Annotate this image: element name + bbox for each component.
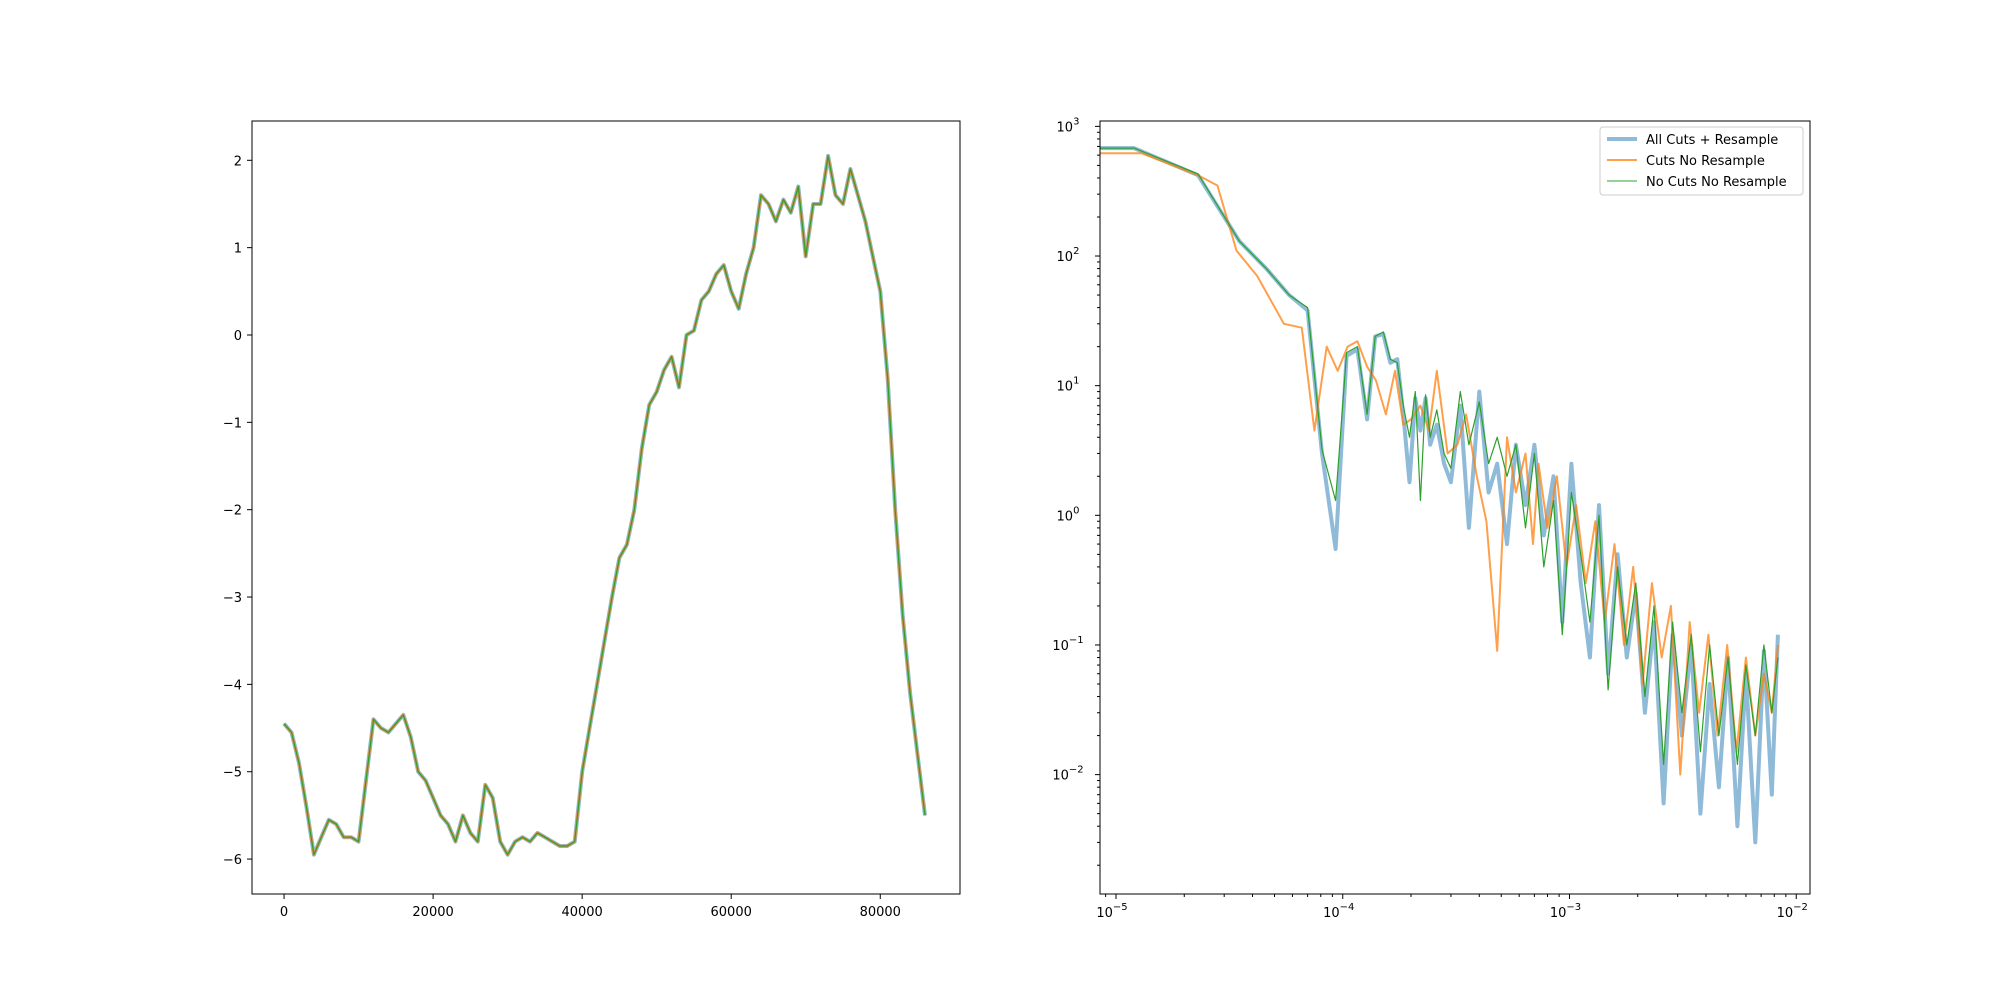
left-plot-area [252,121,960,894]
right-plot-area [1100,121,1810,894]
legend-label-all-cuts-resample: All Cuts + Resample [1646,133,1778,148]
left-x-tick-label: 0 [280,905,288,920]
left-x-tick-label: 80000 [860,905,901,920]
right-y-axis-ticks: 103 102 101 100 10−1 10−2 [1052,116,1100,866]
left-y-tick-label: −1 [223,416,242,431]
left-y-tick-label: −2 [223,504,242,519]
right-y-tick-label: 101 [1057,376,1080,395]
left-y-axis-ticks: 2 1 0 −1 −2 −3 −4 −5 −6 [223,154,252,868]
legend-label-no-cuts-no-resample: No Cuts No Resample [1646,175,1787,190]
legend: All Cuts + Resample Cuts No Resample No … [1599,126,1804,196]
left-y-tick-label: −3 [223,591,242,606]
right-x-tick-label: 10−5 [1096,902,1127,921]
right-y-tick-label: 102 [1057,246,1080,265]
left-axes-frame [251,120,961,895]
left-y-tick-label: −5 [223,766,242,781]
left-series-line-2 [283,155,926,856]
left-y-tick-label: −6 [223,853,242,868]
left-x-axis-ticks: 0 20000 40000 60000 80000 [280,894,901,920]
left-series-group [282,153,927,857]
right-spectrum-chart: 10−5 10−4 10−3 10−2 103 102 101 100 10−1 10−2 Al… [1052,116,1811,921]
right-x-axis-ticks: 10−5 10−4 10−3 10−2 [1096,894,1808,921]
left-y-tick-label: 0 [234,329,242,344]
right-x-tick-label: 10−2 [1777,902,1808,921]
right-y-tick-label: 10−2 [1052,765,1083,784]
legend-label-cuts-no-resample: Cuts No Resample [1646,154,1765,169]
left-x-tick-label: 40000 [561,905,602,920]
left-x-tick-label: 20000 [412,905,453,920]
right-y-tick-label: 103 [1057,116,1080,135]
right-series-group [1100,146,1780,845]
left-x-tick-label: 60000 [711,905,752,920]
left-y-tick-label: 2 [234,154,242,169]
legend-frame [1599,126,1804,196]
right-x-tick-label: 10−4 [1323,902,1354,921]
right-x-tick-label: 10−3 [1550,902,1581,921]
left-time-series-chart: 0 20000 40000 60000 80000 2 1 0 −1 −2 −3 −4 −5 −6 [223,120,961,920]
right-series-line-2 [1100,147,1779,766]
left-y-tick-label: 1 [234,242,242,257]
left-y-tick-label: −4 [223,678,242,693]
right-axes-frame [1099,120,1811,895]
right-y-tick-label: 10−1 [1052,635,1083,654]
right-y-tick-label: 100 [1057,505,1080,524]
